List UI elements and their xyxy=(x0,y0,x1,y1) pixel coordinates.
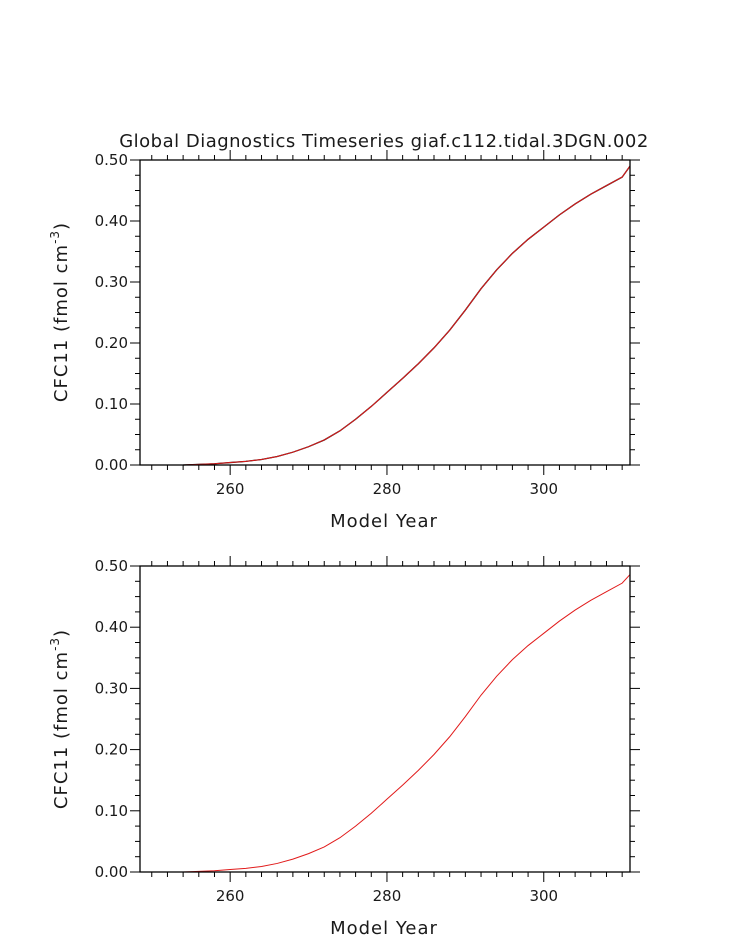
x-axis-title: Model Year xyxy=(330,511,438,532)
y-tick-label: 0.40 xyxy=(95,618,128,636)
x-tick-label: 280 xyxy=(373,887,402,905)
x-tick-label: 280 xyxy=(373,480,402,498)
y-tick-label: 0.20 xyxy=(95,741,128,759)
series-line-0 xyxy=(183,165,631,466)
y-tick-label: 0.20 xyxy=(95,334,128,352)
y-tick-label: 0.50 xyxy=(95,557,128,575)
x-tick-label: 260 xyxy=(216,480,245,498)
plot-frame xyxy=(139,565,631,873)
y-axis-title-close: ) xyxy=(51,222,72,230)
y-axis-title-sup: -3 xyxy=(48,230,62,244)
series-line-1 xyxy=(183,165,631,466)
x-axis-title: Model Year xyxy=(330,918,438,939)
panel-bottom: 260 280 300 0.00 0.10 0.20 0.30 0.40 0.50 Model … xyxy=(48,556,640,939)
y-tick-label: 0.50 xyxy=(95,151,128,169)
y-axis-title: CFC11 (fmol cm-3) xyxy=(48,629,72,809)
y-axis-title-main: CFC11 (fmol cm xyxy=(51,244,72,402)
y-tick-label: 0.40 xyxy=(95,212,128,230)
series-line-0 xyxy=(183,574,631,873)
plot-title: Global Diagnostics Timeseries giaf.c112.… xyxy=(119,131,649,152)
plot-frame xyxy=(139,159,631,466)
y-axis-title-main: CFC11 (fmol cm xyxy=(51,651,72,809)
y-axis-title-sup: -3 xyxy=(48,637,62,651)
y-tick-label: 0.30 xyxy=(95,679,128,697)
y-tick-label: 0.00 xyxy=(95,863,128,881)
y-tick-label: 0.10 xyxy=(95,395,128,413)
y-axis-title: CFC11 (fmol cm-3) xyxy=(48,222,72,402)
panel-top: 260 280 300 0.00 0.10 0.20 0.30 0.40 0.50 Model … xyxy=(48,150,640,532)
y-tick-label: 0.10 xyxy=(95,802,128,820)
x-tick-label: 300 xyxy=(529,887,558,905)
x-tick-label: 300 xyxy=(529,480,558,498)
y-tick-label: 0.00 xyxy=(95,456,128,474)
y-axis-title-close: ) xyxy=(51,629,72,637)
y-tick-label: 0.30 xyxy=(95,273,128,291)
x-tick-label: 260 xyxy=(216,887,245,905)
